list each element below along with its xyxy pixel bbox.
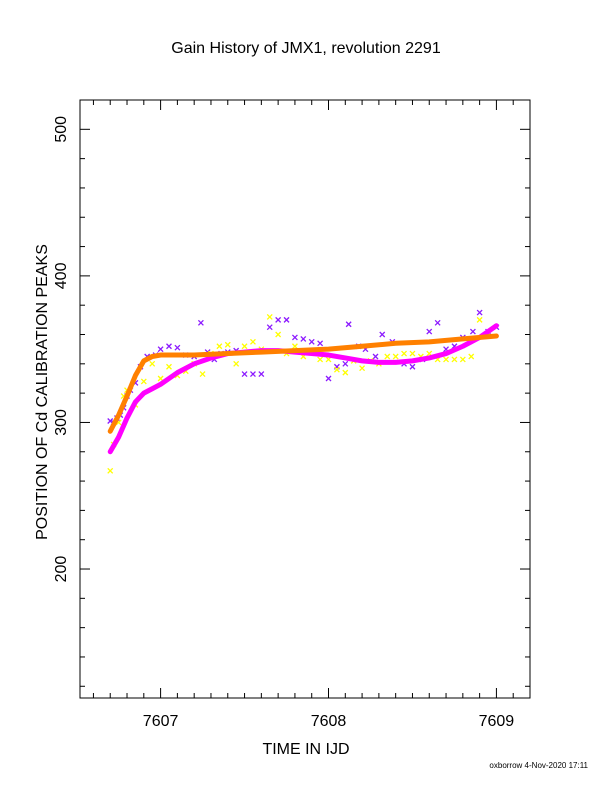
data-point — [308, 338, 315, 345]
data-point — [174, 344, 181, 351]
y-tick-label: 200 — [53, 556, 70, 583]
data-point — [476, 309, 483, 316]
x-axis-label: TIME IN IJD — [262, 741, 349, 758]
data-point — [199, 371, 206, 378]
data-point — [157, 346, 164, 353]
data-point — [443, 356, 450, 363]
plot-frame — [79, 99, 531, 699]
chart-title: Gain History of JMX1, revolution 2291 — [171, 40, 441, 57]
data-point — [249, 371, 256, 378]
data-point — [197, 319, 204, 326]
y-tick-label: 400 — [53, 262, 70, 289]
data-point — [325, 375, 332, 382]
data-point — [409, 350, 416, 357]
data-point — [291, 343, 298, 350]
data-point — [241, 343, 248, 350]
data-point — [392, 353, 399, 360]
data-point — [216, 343, 223, 350]
data-point — [233, 360, 240, 367]
data-point — [300, 335, 307, 342]
x-tick-label: 7608 — [311, 713, 347, 730]
data-point — [459, 356, 466, 363]
data-point — [249, 338, 256, 345]
data-point — [266, 313, 273, 320]
data-point — [107, 467, 114, 474]
data-point — [149, 360, 156, 367]
data-point — [434, 319, 441, 326]
data-point — [291, 334, 298, 341]
x-tick-label: 7607 — [143, 713, 179, 730]
data-point — [317, 340, 324, 347]
y-tick-label: 300 — [53, 409, 70, 436]
data-point — [468, 353, 475, 360]
data-point — [372, 353, 379, 360]
data-point — [275, 316, 282, 323]
data-point — [241, 371, 248, 378]
data-point — [166, 343, 172, 350]
data-point — [409, 363, 416, 370]
x-tick-label: 7609 — [479, 713, 515, 730]
data-point — [451, 356, 458, 363]
fit-curve — [107, 333, 499, 434]
data-point — [333, 366, 340, 373]
tick-labels: 7607 7608 7609 200 300 400 500 — [53, 116, 514, 730]
data-point — [379, 331, 386, 338]
data-point — [476, 316, 483, 323]
data-point — [258, 371, 265, 378]
data-point — [469, 328, 476, 335]
axis-ticks — [80, 99, 531, 698]
footer-stamp: oxborrow 4-Nov-2020 17:11 — [489, 761, 588, 770]
data-point — [166, 363, 172, 370]
data-point — [283, 316, 290, 323]
data-point — [342, 369, 349, 376]
data-point — [275, 331, 282, 338]
y-axis-label: POSITION OF Cd CALIBRATION PEAKS — [34, 244, 51, 540]
data-point — [140, 378, 147, 385]
data-point — [359, 365, 366, 372]
data-marks — [107, 309, 500, 474]
data-point — [266, 324, 273, 331]
y-tick-label: 500 — [53, 116, 70, 143]
data-point — [317, 356, 324, 363]
data-point — [426, 328, 433, 335]
data-point — [345, 321, 352, 328]
data-point — [401, 350, 408, 357]
data-point — [224, 341, 231, 348]
data-point — [342, 360, 349, 367]
data-point — [384, 353, 391, 360]
